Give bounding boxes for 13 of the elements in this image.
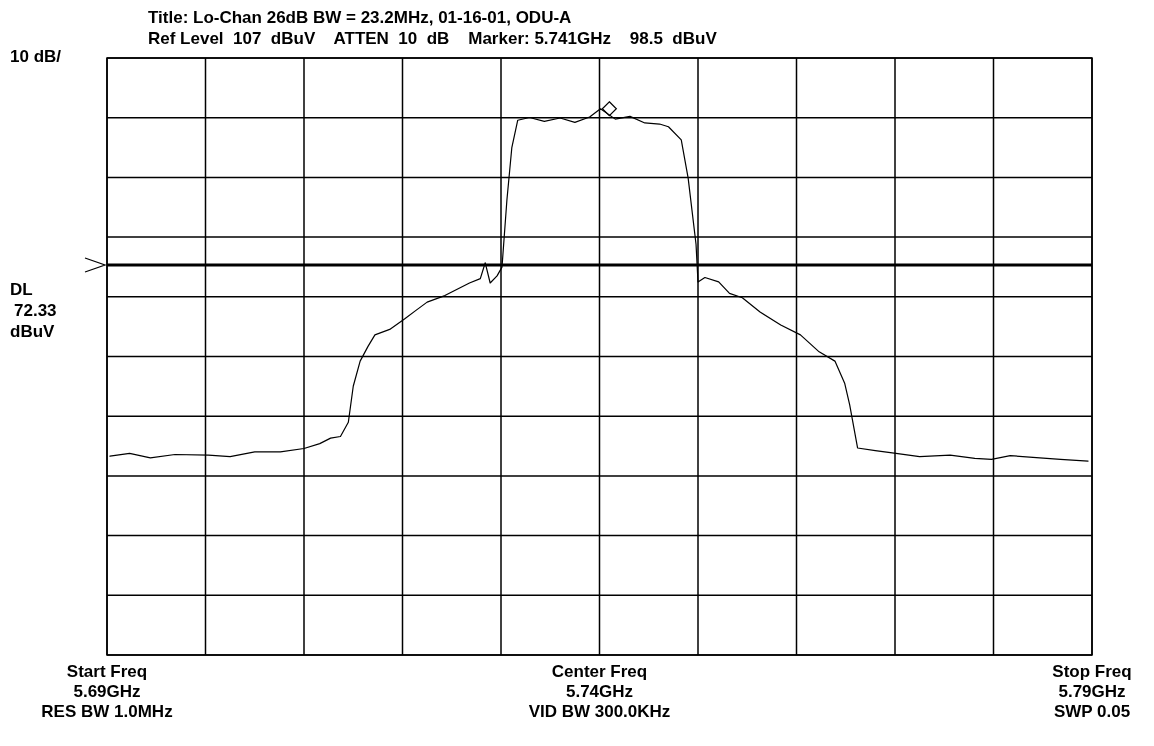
text: Start Freq xyxy=(66,662,148,681)
text: Stop Freq xyxy=(1052,662,1132,681)
text: Center Freq xyxy=(551,662,648,681)
ref-line-label: DL 72.33 dBuV xyxy=(10,279,57,341)
y-axis-title: 10 dB/ xyxy=(10,47,62,66)
x-tick-label: 5.79GHz xyxy=(1058,682,1126,701)
chart-subtitle: Ref Level 107 dBuV ATTEN 10 dB Marker: 5.741GHz 98.5 dBuV xyxy=(148,29,718,48)
text: RES BW 1.0MHz xyxy=(41,702,173,721)
x-tick-label: 5.69GHz xyxy=(73,682,141,701)
text: SWP 0.05 xyxy=(1053,702,1131,721)
chart-title: Title: Lo-Chan 26dB BW = 23.2MHz, 01-16-01, ODU-A xyxy=(148,8,572,27)
text: VID BW 300.0KHz xyxy=(528,702,671,721)
x-tick-label: 5.74GHz xyxy=(565,682,634,701)
